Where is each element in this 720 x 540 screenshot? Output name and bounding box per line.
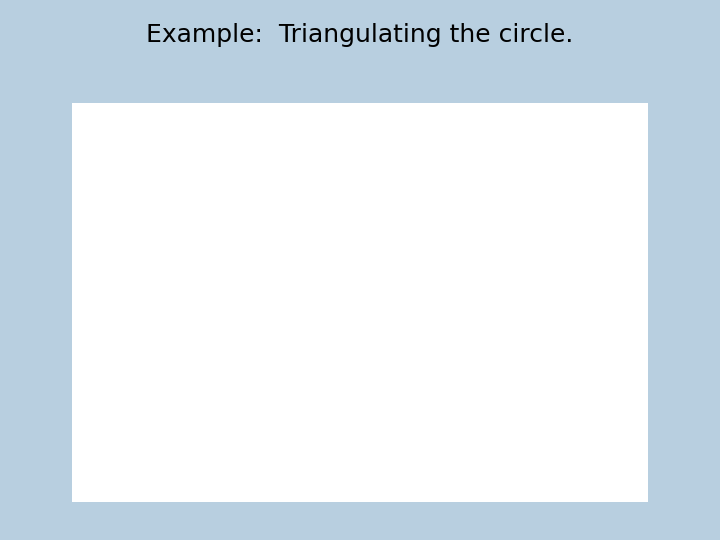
Text: Example:  Triangulating the circle.: Example: Triangulating the circle. bbox=[146, 23, 574, 47]
Text: disk = { x in R$^{\mathregular{2}}$ :  ||x || \u2264 1 }: disk = { x in R$^{\mathregular{2}}$ : ||… bbox=[108, 125, 580, 160]
Circle shape bbox=[224, 191, 496, 462]
